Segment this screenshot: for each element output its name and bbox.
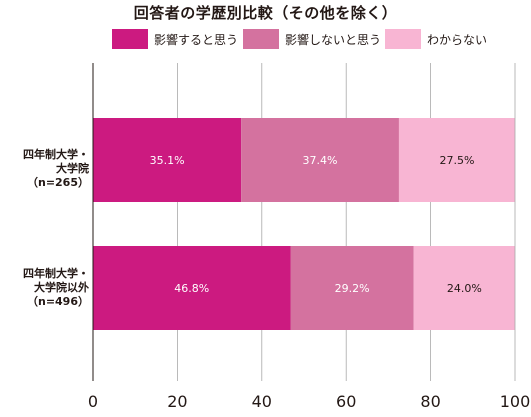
legend-swatch bbox=[112, 29, 148, 49]
data-label: 46.8% bbox=[174, 282, 209, 295]
data-label: 24.0% bbox=[447, 282, 482, 295]
x-tick-label: 40 bbox=[252, 392, 272, 411]
legend-item-no-effect: 影響しないと思う bbox=[243, 29, 381, 49]
data-label: 29.2% bbox=[335, 282, 370, 295]
legend-label: 影響しないと思う bbox=[285, 32, 382, 47]
bar-segment bbox=[398, 118, 515, 202]
legend-label: わからない bbox=[427, 32, 488, 47]
data-label: 27.5% bbox=[439, 154, 474, 167]
legend-swatch bbox=[385, 29, 421, 49]
bar-segment bbox=[93, 246, 291, 330]
legend-item-affects: 影響すると思う bbox=[112, 29, 238, 49]
bar-segment bbox=[241, 118, 399, 202]
x-tick-label: 20 bbox=[167, 392, 187, 411]
category-label: 四年制大学・ 大学院以外 （n=496） bbox=[23, 267, 89, 308]
legend-item-dont-know: わからない bbox=[385, 29, 487, 49]
data-label: 35.1% bbox=[150, 154, 185, 167]
category-label: 四年制大学・ 大学院（n=265） bbox=[23, 148, 89, 189]
x-tick-label: 80 bbox=[420, 392, 440, 411]
data-label: 37.4% bbox=[303, 154, 338, 167]
bar-segment bbox=[413, 246, 515, 330]
x-tick-label: 60 bbox=[336, 392, 356, 411]
chart-title: 回答者の学歴別比較（その他を除く） bbox=[133, 4, 398, 22]
x-tick-label: 0 bbox=[88, 392, 98, 411]
x-tick-label: 100 bbox=[500, 392, 531, 411]
legend: 影響すると思う 影響しないと思う わからない bbox=[0, 29, 531, 49]
bar-segment bbox=[93, 118, 242, 202]
bar-segment bbox=[290, 246, 414, 330]
legend-swatch bbox=[243, 29, 279, 49]
legend-label: 影響すると思う bbox=[154, 32, 239, 47]
